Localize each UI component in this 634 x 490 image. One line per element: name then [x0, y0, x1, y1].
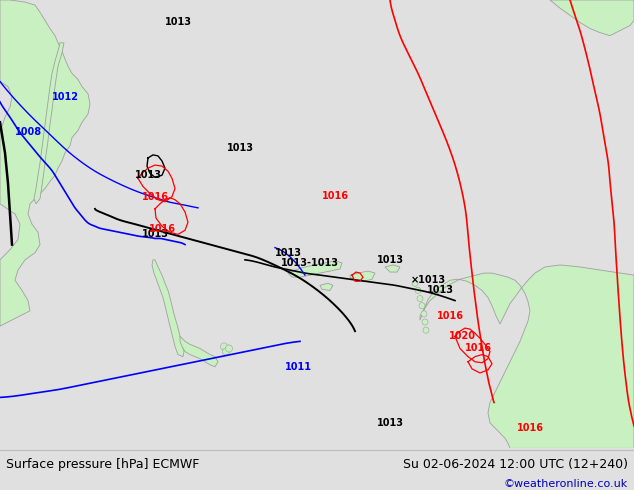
Text: Su 02-06-2024 12:00 UTC (12+240): Su 02-06-2024 12:00 UTC (12+240)	[403, 458, 628, 471]
Circle shape	[422, 319, 428, 325]
Text: 1013: 1013	[427, 285, 453, 295]
Polygon shape	[385, 265, 400, 272]
Polygon shape	[0, 0, 90, 326]
Circle shape	[415, 287, 421, 294]
Text: 1013: 1013	[377, 418, 403, 428]
Circle shape	[421, 311, 427, 317]
Polygon shape	[288, 261, 342, 277]
Circle shape	[226, 345, 233, 352]
Polygon shape	[34, 43, 64, 204]
Polygon shape	[350, 271, 375, 281]
Text: 1013: 1013	[275, 248, 302, 258]
Text: Surface pressure [hPa] ECMWF: Surface pressure [hPa] ECMWF	[6, 458, 200, 471]
Text: 1016: 1016	[148, 224, 176, 234]
Text: 1016: 1016	[321, 191, 349, 200]
Text: 1016: 1016	[465, 343, 491, 353]
Text: 1013: 1013	[226, 143, 254, 153]
Polygon shape	[420, 265, 634, 448]
Text: 1008: 1008	[15, 127, 42, 138]
Text: 1012: 1012	[51, 92, 79, 102]
Circle shape	[223, 348, 230, 355]
Polygon shape	[320, 283, 333, 291]
Text: 1020: 1020	[448, 331, 476, 341]
Text: 1016: 1016	[436, 311, 463, 321]
Text: 1013: 1013	[377, 255, 403, 265]
Polygon shape	[550, 0, 634, 36]
Text: ×1013: ×1013	[410, 275, 446, 285]
Text: ©weatheronline.co.uk: ©weatheronline.co.uk	[503, 479, 628, 489]
Text: 1016: 1016	[517, 423, 543, 433]
Circle shape	[419, 303, 425, 309]
Polygon shape	[180, 336, 218, 367]
Text: 1013: 1013	[164, 18, 191, 27]
Circle shape	[423, 327, 429, 333]
Polygon shape	[152, 260, 184, 357]
Circle shape	[412, 280, 418, 286]
Text: 1016: 1016	[141, 192, 169, 202]
Text: 1013-1013: 1013-1013	[281, 258, 339, 268]
Circle shape	[417, 295, 423, 302]
Text: 1011: 1011	[285, 362, 311, 372]
Text: 1013: 1013	[134, 170, 162, 180]
Text: 1013: 1013	[141, 229, 169, 239]
Circle shape	[221, 343, 228, 350]
